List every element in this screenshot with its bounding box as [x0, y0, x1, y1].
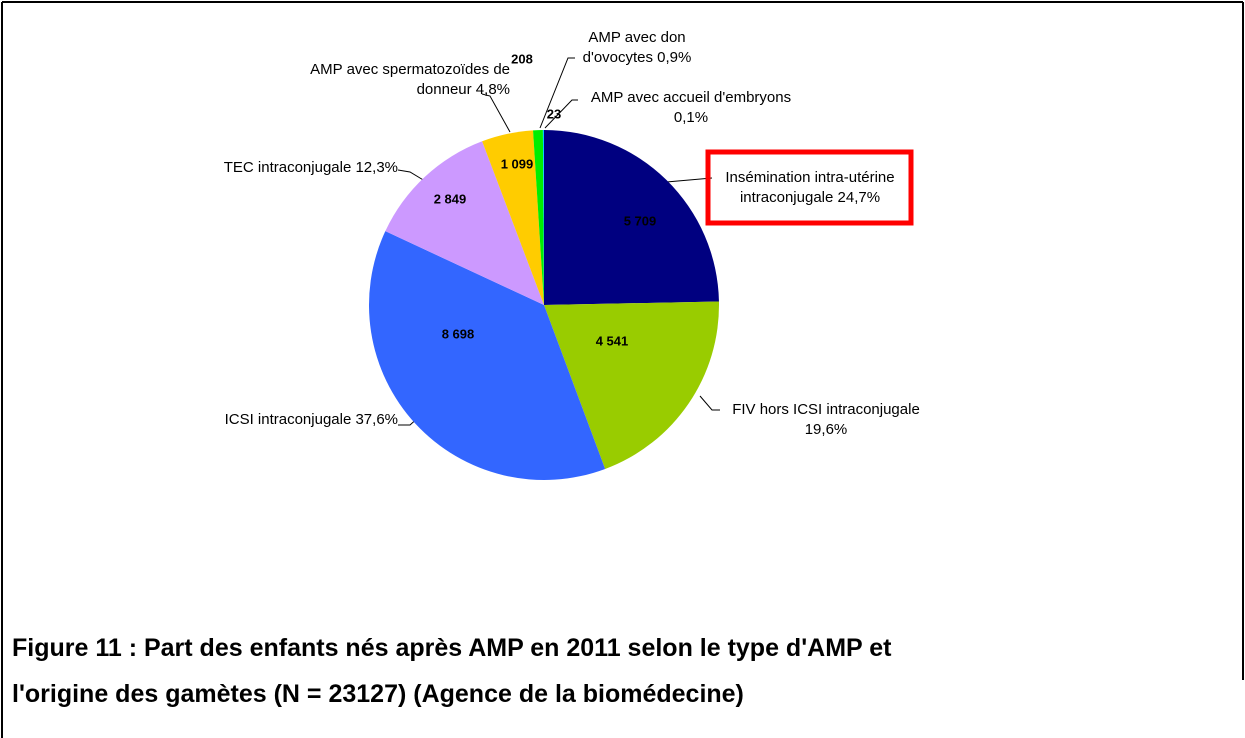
data-label: 5 709 — [624, 213, 657, 228]
slice-label: Insémination intra-utérine intraconjugal… — [725, 169, 895, 206]
slice-label: FIV hors ICSI intraconjugale 19,6% — [732, 401, 920, 438]
slice-label: AMP avec accueil d'embryons 0,1% — [590, 89, 792, 126]
leader-line — [481, 93, 511, 133]
pie-slice — [482, 130, 544, 305]
pie-slice — [542, 130, 544, 305]
data-label: 208 — [511, 51, 533, 66]
leader-line — [699, 395, 720, 411]
highlight-box — [705, 149, 914, 226]
slice-label: AMP avec spermatozoïdes de donneur 4,8% — [310, 61, 510, 98]
caption: Figure 11 : Part des enfants nés après A… — [12, 634, 892, 662]
slice-label: AMP avec don d'ovocytes 0,9% — [582, 29, 692, 66]
slice-label: ICSI intraconjugale 37,6% — [224, 411, 398, 428]
data-label: 2 849 — [434, 191, 467, 206]
leader-line — [397, 169, 426, 182]
data-label: 4 541 — [596, 333, 629, 348]
leader-line — [539, 57, 575, 129]
slice-label: TEC intraconjugale 12,3% — [223, 159, 398, 176]
pie-slice — [368, 231, 606, 480]
pie-slice — [533, 130, 544, 305]
pie-slice — [385, 141, 544, 305]
data-label: 23 — [547, 106, 561, 121]
pie-slice — [544, 130, 719, 305]
leader-line — [544, 99, 578, 129]
data-label: 8 698 — [442, 326, 475, 341]
pie-slice — [544, 301, 719, 469]
data-label: 1 099 — [501, 156, 534, 171]
slices — [368, 130, 719, 480]
caption: l'origine des gamètes (N = 23127) (Agenc… — [12, 680, 744, 708]
